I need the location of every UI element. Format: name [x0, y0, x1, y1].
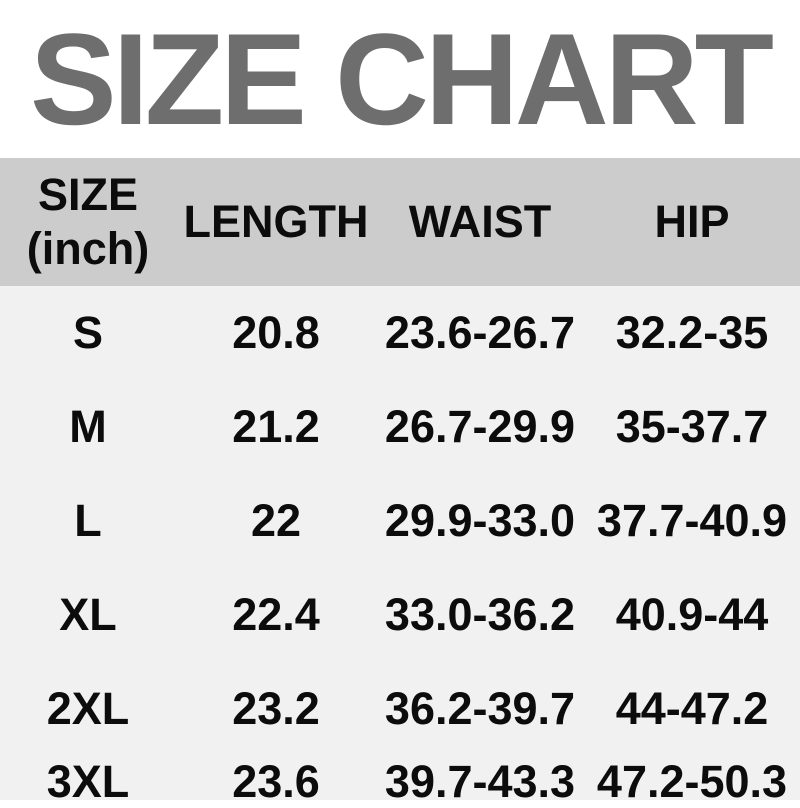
column-header-hip: HIP [654, 196, 730, 247]
table-row-2xl: 2XL 23.2 36.2-39.7 44-47.2 [0, 662, 800, 756]
column-header-size-line1: SIZE [37, 169, 139, 220]
column-header-waist: WAIST [408, 196, 552, 247]
hip-value: 40.9-44 [615, 589, 769, 640]
waist-value: 39.7-43.3 [384, 756, 576, 807]
waist-value: 29.9-33.0 [384, 495, 576, 546]
waist-value: 33.0-36.2 [384, 589, 576, 640]
hip-value: 35-37.7 [615, 401, 769, 452]
size-label: XL [59, 589, 117, 640]
waist-value: 23.6-26.7 [384, 307, 576, 358]
length-value: 20.8 [232, 307, 320, 358]
size-label: L [74, 495, 102, 546]
hip-value: 44-47.2 [615, 683, 769, 734]
length-value: 22.4 [232, 589, 320, 640]
length-value: 23.2 [232, 683, 320, 734]
column-header-size: SIZE (inch) [0, 168, 176, 276]
table-row-xl: XL 22.4 33.0-36.2 40.9-44 [0, 568, 800, 662]
waist-value: 26.7-29.9 [384, 401, 576, 452]
size-label: M [69, 401, 107, 452]
size-label: 2XL [46, 683, 130, 734]
title-bar: SIZE CHART [0, 0, 800, 158]
size-chart-table: SIZE (inch) LENGTH WAIST HIP S 20.8 23.6… [0, 158, 800, 807]
table-row-m: M 21.2 26.7-29.9 35-37.7 [0, 380, 800, 474]
hip-value: 32.2-35 [615, 307, 769, 358]
table-header-row: SIZE (inch) LENGTH WAIST HIP [0, 158, 800, 286]
table-row-l: L 22 29.9-33.0 37.7-40.9 [0, 474, 800, 568]
column-header-size-line2: (inch) [26, 223, 150, 274]
hip-value: 47.2-50.3 [596, 756, 788, 807]
length-value: 21.2 [232, 401, 320, 452]
length-value: 22 [250, 495, 302, 546]
size-label: S [72, 307, 103, 358]
length-value: 23.6 [232, 756, 320, 807]
hip-value: 37.7-40.9 [596, 495, 788, 546]
table-row-3xl: 3XL 23.6 39.7-43.3 47.2-50.3 [0, 756, 800, 807]
page-title: SIZE CHART [30, 6, 774, 152]
waist-value: 36.2-39.7 [384, 683, 576, 734]
table-row-s: S 20.8 23.6-26.7 32.2-35 [0, 286, 800, 380]
column-header-length: LENGTH [183, 196, 369, 247]
size-label: 3XL [46, 756, 130, 807]
